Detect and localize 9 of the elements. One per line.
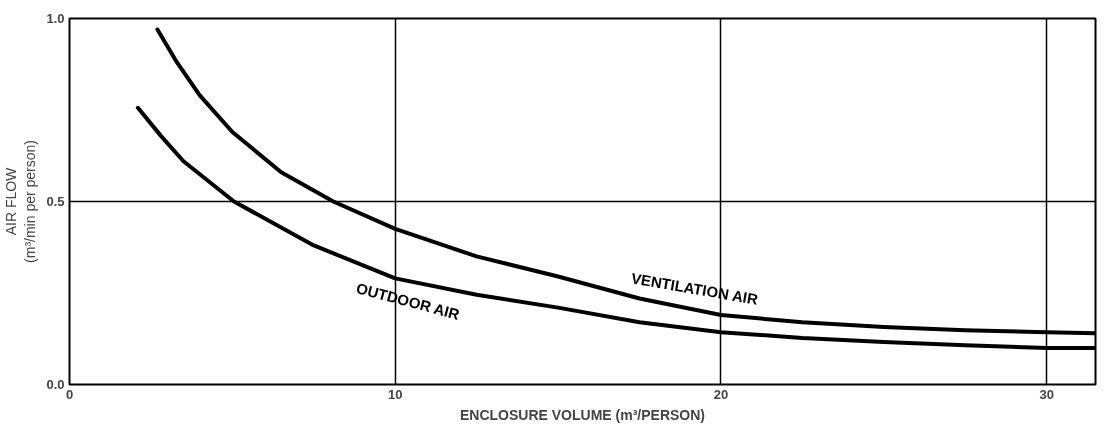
y-tick-label: 0.0	[46, 377, 65, 392]
y-tick-label: 1.0	[46, 11, 65, 26]
x-tick-label: 30	[1039, 386, 1054, 402]
x-tick-label: 20	[713, 386, 729, 402]
y-axis-title: AIR FLOW (m³/min per person)	[3, 140, 39, 263]
x-tick-label: 0	[65, 386, 74, 402]
x-axis-title: ENCLOSURE VOLUME (m³/PERSON)	[459, 406, 706, 423]
x-tick-label: 10	[387, 386, 403, 402]
y-tick-label: 0.5	[46, 194, 65, 209]
